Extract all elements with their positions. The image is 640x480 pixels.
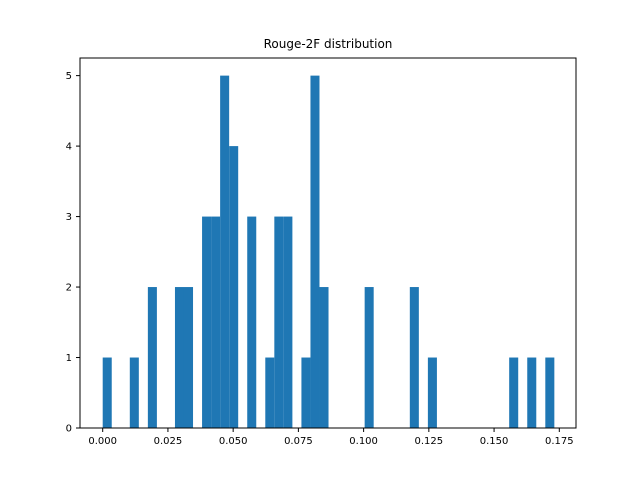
histogram-bar	[247, 216, 257, 428]
chart-title: Rouge-2F distribution	[264, 37, 393, 51]
histogram-bar	[129, 357, 139, 428]
histogram-bar	[183, 287, 194, 428]
bars-group	[102, 75, 555, 428]
histogram-bar	[364, 287, 374, 428]
histogram-bar	[274, 216, 284, 428]
y-tick-label: 2	[66, 283, 72, 294]
histogram-bar	[509, 357, 519, 428]
plot-frame	[79, 57, 577, 429]
x-tick-label: 0.025	[154, 436, 183, 447]
histogram-bar	[301, 357, 311, 428]
histogram-bar	[545, 357, 555, 428]
histogram-bar	[265, 357, 275, 428]
histogram-bar	[427, 357, 437, 428]
histogram-bar	[409, 287, 419, 428]
histogram-bar	[283, 216, 293, 428]
x-tick-label: 0.150	[480, 436, 509, 447]
x-tick-label: 0.075	[284, 436, 313, 447]
x-tick-label: 0.050	[219, 436, 248, 447]
histogram-bar	[174, 287, 184, 428]
histogram-bar	[527, 357, 537, 428]
histogram-bar	[202, 216, 212, 428]
y-tick-label: 4	[66, 142, 72, 153]
x-tick-label: 0.100	[349, 436, 378, 447]
y-tick-label: 1	[66, 353, 72, 364]
x-tick-label: 0.175	[545, 436, 574, 447]
histogram-bar	[229, 146, 239, 428]
histogram-bar	[102, 357, 112, 428]
histogram-bar	[220, 75, 230, 428]
x-tick-label: 0.000	[88, 436, 117, 447]
y-axis-ticks: 0 1 2 3 4 5	[66, 71, 80, 435]
y-tick-label: 3	[66, 212, 72, 223]
x-tick-label: 0.125	[415, 436, 444, 447]
y-tick-label: 0	[66, 424, 72, 435]
histogram-bar	[310, 75, 320, 428]
histogram-bar	[211, 216, 221, 428]
histogram-bar	[319, 287, 329, 428]
histogram-bar	[147, 287, 157, 428]
x-axis-ticks: 0.000 0.025 0.050 0.075 0.100 0.125 0.150 0.175	[88, 428, 574, 447]
y-tick-label: 5	[66, 71, 72, 82]
